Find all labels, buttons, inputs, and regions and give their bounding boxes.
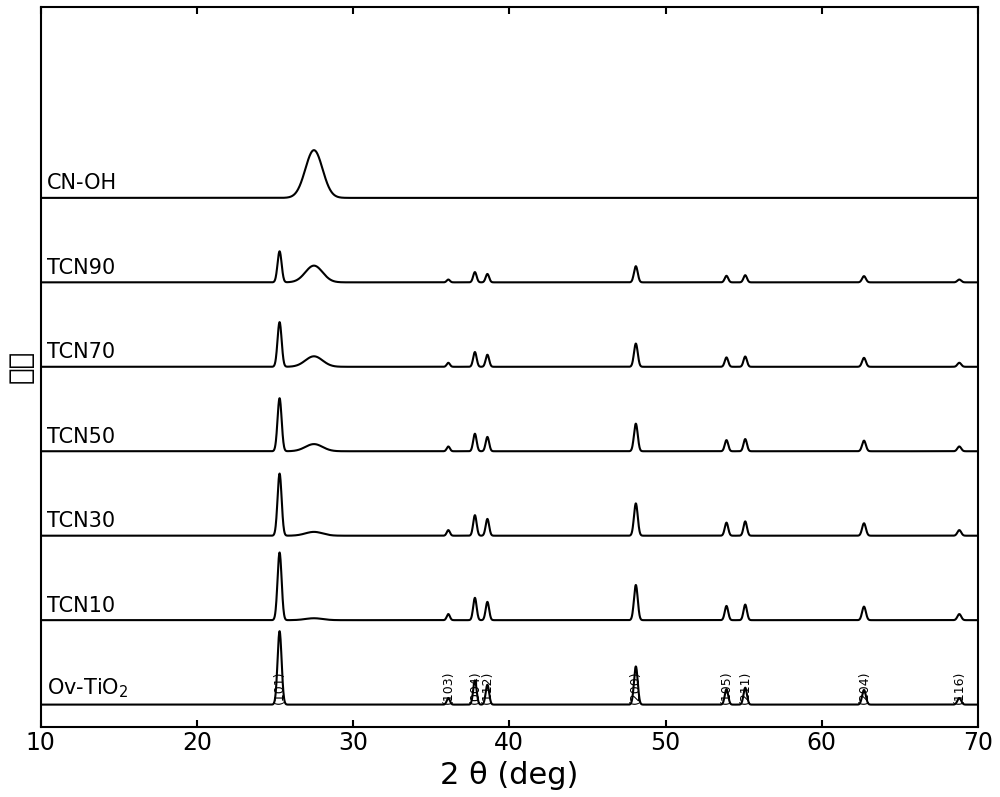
Text: TCN70: TCN70: [47, 343, 115, 363]
Text: TCN50: TCN50: [47, 427, 115, 447]
Text: CN-OH: CN-OH: [47, 174, 117, 194]
Text: (200): (200): [629, 670, 642, 704]
Text: (112): (112): [481, 670, 494, 704]
Y-axis label: 强度: 强度: [7, 350, 35, 383]
Text: (101): (101): [273, 670, 286, 704]
Text: (211): (211): [739, 670, 752, 704]
X-axis label: 2 θ (deg): 2 θ (deg): [440, 761, 578, 790]
Text: (204): (204): [857, 670, 870, 704]
Text: (116): (116): [953, 670, 966, 704]
Text: TCN10: TCN10: [47, 595, 115, 616]
Text: (105): (105): [720, 670, 733, 704]
Text: (004): (004): [468, 670, 481, 704]
Text: TCN90: TCN90: [47, 258, 115, 278]
Text: Ov-TiO$_2$: Ov-TiO$_2$: [47, 677, 128, 701]
Text: TCN30: TCN30: [47, 512, 115, 532]
Text: (103): (103): [442, 670, 455, 704]
